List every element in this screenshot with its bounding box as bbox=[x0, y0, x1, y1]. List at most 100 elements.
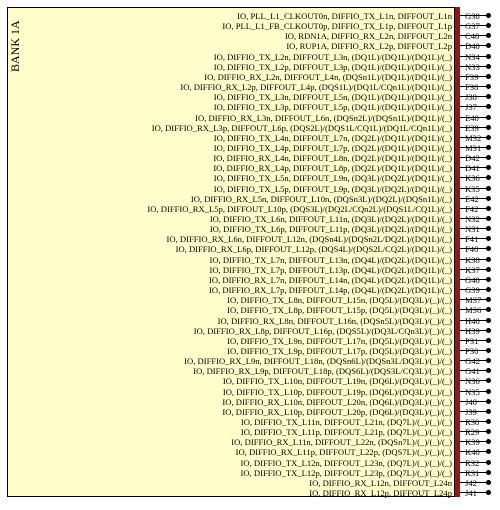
pin-signal-label: IO, DIFFIO_RX_L11p, DIFFOUT_L22p, (DQS7L… bbox=[235, 447, 452, 458]
pin-signal-label: IO, DIFFIO_RX_L7n, DIFFOUT_L14n, (DQ4L)/… bbox=[209, 274, 452, 285]
pin-terminal-dot bbox=[486, 114, 491, 120]
pin-row: IO, DIFFIO_TX_L3p, DIFFOUT_L5p, (DQ1L)/(… bbox=[0, 102, 500, 112]
pin-signal-label: IO, RUP1A, DIFFIO_RX_L2p, DIFFOUT_L2p bbox=[286, 41, 452, 52]
pin-terminal-dot bbox=[486, 408, 491, 414]
pin-lead-line bbox=[460, 238, 489, 240]
pin-number-label: J40 bbox=[465, 396, 477, 407]
pin-terminal-dot bbox=[486, 419, 491, 424]
pin-lead-line bbox=[460, 45, 489, 47]
pin-signal-label: IO, DIFFIO_RX_L4p, DIFFOUT_L8p, (DQ2L)/(… bbox=[213, 163, 452, 174]
pin-terminal-dot bbox=[486, 398, 491, 404]
pin-lead-line bbox=[460, 75, 489, 77]
pin-signal-label: IO, RDN1A, DIFFIO_RX_L2n, DIFFOUT_L2n bbox=[284, 31, 452, 42]
pin-lead-line bbox=[460, 207, 489, 209]
pin-terminal-dot bbox=[486, 226, 491, 232]
pin-row: IO, DIFFIO_RX_L2n, DIFFOUT_L4n, (DQSn1L)… bbox=[0, 72, 500, 82]
pin-lead-line bbox=[460, 35, 489, 37]
pin-signal-label: IO, DIFFIO_RX_L8p, DIFFOUT_L16p, (DQS5L)… bbox=[193, 325, 452, 336]
pin-number-label: N34 bbox=[465, 51, 480, 62]
pin-signal-label: IO, DIFFIO_TX_L10n, DIFFOUT_L19n, (DQ6L)… bbox=[222, 376, 452, 387]
pin-row: IO, DIFFIO_TX_L5p, DIFFOUT_L9p, (DQ3L)/(… bbox=[0, 184, 500, 194]
pin-lead-line bbox=[460, 329, 489, 331]
pin-terminal-dot bbox=[486, 337, 491, 343]
pin-row: IO, DIFFIO_RX_L10n, DIFFOUT_L20n, (DQ6L)… bbox=[0, 397, 500, 407]
pin-row: IO, RDN1A, DIFFIO_RX_L2n, DIFFOUT_L2n C40 bbox=[0, 31, 500, 41]
pin-number-label: M31 bbox=[465, 142, 482, 153]
pin-terminal-dot bbox=[486, 388, 491, 394]
pin-number-label: F38 bbox=[465, 82, 479, 93]
pin-number-label: K40 bbox=[465, 447, 480, 458]
pin-row: IO, DIFFIO_RX_L9p, DIFFOUT_L18p, (DQS6L)… bbox=[0, 366, 500, 376]
pin-terminal-dot bbox=[486, 155, 491, 161]
pin-terminal-dot bbox=[486, 378, 491, 384]
pin-terminal-dot bbox=[486, 327, 491, 333]
pin-terminal-dot bbox=[486, 449, 491, 455]
pin-signal-label: IO, DIFFIO_RX_L6n, DIFFOUT_L12n, (DQSn4L… bbox=[166, 234, 452, 245]
pin-lead-line bbox=[460, 228, 489, 230]
pin-row: IO, DIFFIO_RX_L3n, DIFFOUT_L6n, (DQSn2L)… bbox=[0, 113, 500, 123]
pin-terminal-dot bbox=[486, 205, 491, 211]
pin-row: IO, DIFFIO_RX_L4p, DIFFOUT_L8p, (DQ2L)/(… bbox=[0, 163, 500, 173]
pin-number-label: R29 bbox=[465, 427, 480, 438]
pin-signal-label: IO, DIFFIO_TX_L2p, DIFFOUT_L3p, (DQ1L)/(… bbox=[213, 61, 452, 72]
pin-signal-label: IO, DIFFIO_RX_L12p, DIFFOUT_L24p bbox=[309, 488, 452, 499]
pin-lead-line bbox=[460, 126, 489, 128]
pin-signal-label: IO, DIFFIO_TX_L3n, DIFFOUT_L5n, (DQ1L)/(… bbox=[213, 92, 452, 103]
pin-number-label: F40 bbox=[465, 244, 479, 255]
pin-row: IO, PLL_L1_FB_CLKOUT0p, DIFFIO_TX_L1p, D… bbox=[0, 21, 500, 31]
pin-signal-label: IO, DIFFIO_TX_L9n, DIFFOUT_L17n, (DQ5L)/… bbox=[227, 335, 452, 346]
pin-terminal-dot bbox=[486, 84, 491, 90]
pin-lead-line bbox=[460, 421, 489, 422]
pin-lead-line bbox=[460, 441, 489, 443]
pin-number-label: N33 bbox=[465, 61, 480, 72]
pin-terminal-dot bbox=[486, 175, 491, 181]
pin-terminal-dot bbox=[486, 479, 491, 485]
pin-number-label: D42 bbox=[465, 153, 480, 164]
pin-lead-line bbox=[460, 218, 489, 219]
pin-number-label: D40 bbox=[465, 41, 480, 52]
pin-number-label: F41 bbox=[465, 234, 479, 245]
pin-terminal-dot bbox=[486, 144, 491, 150]
pin-terminal-dot bbox=[486, 73, 491, 79]
pin-signal-label: IO, DIFFIO_RX_L3p, DIFFOUT_L6p, (DQS2L)/… bbox=[151, 122, 452, 133]
pin-signal-label: IO, DIFFIO_TX_L4n, DIFFOUT_L7n, (DQ2L)/(… bbox=[213, 132, 452, 143]
pin-row: IO, DIFFIO_RX_L3p, DIFFOUT_L6p, (DQS2L)/… bbox=[0, 123, 500, 133]
pin-terminal-dot bbox=[486, 134, 491, 140]
pin-number-label: G38 bbox=[465, 11, 480, 21]
pin-row: IO, DIFFIO_RX_L11p, DIFFOUT_L22p, (DQS7L… bbox=[0, 447, 500, 457]
pin-terminal-dot bbox=[486, 469, 491, 475]
pin-row: IO, DIFFIO_TX_L4p, DIFFOUT_L7p, (DQ2L)/(… bbox=[0, 143, 500, 153]
pin-lead-line bbox=[460, 96, 489, 98]
pin-signal-label: IO, DIFFIO_RX_L8n, DIFFOUT_L16n, (DQSn5L… bbox=[217, 315, 452, 326]
pin-lead-line bbox=[460, 380, 489, 382]
pin-terminal-dot bbox=[486, 246, 491, 252]
pin-row: IO, DIFFIO_TX_L7n, DIFFOUT_L13n, (DQ4L)/… bbox=[0, 255, 500, 265]
pin-row: IO, DIFFIO_RX_L9n, DIFFOUT_L18n, (DQSn6L… bbox=[0, 356, 500, 366]
pin-terminal-dot bbox=[486, 347, 491, 353]
pin-row: IO, DIFFIO_RX_L2p, DIFFOUT_L4p, (DQS1L)/… bbox=[0, 82, 500, 92]
pin-terminal-dot bbox=[486, 287, 491, 293]
pin-signal-label: IO, DIFFIO_RX_L5p, DIFFOUT_L10p, (DQS3L)… bbox=[147, 203, 452, 214]
pin-signal-label: IO, DIFFIO_RX_L7p, DIFFOUT_L14p, (DQ4L)/… bbox=[209, 285, 452, 296]
pin-number-label: R31 bbox=[465, 467, 480, 478]
pin-terminal-dot bbox=[486, 195, 491, 201]
pin-row: IO, DIFFIO_TX_L2n, DIFFOUT_L3n, (DQ1L)/(… bbox=[0, 52, 500, 62]
pin-row: IO, DIFFIO_TX_L2p, DIFFOUT_L3p, (DQ1L)/(… bbox=[0, 62, 500, 72]
pin-lead-line bbox=[460, 106, 489, 108]
pin-row: IO, RUP1A, DIFFIO_RX_L2p, DIFFOUT_L2p D40 bbox=[0, 41, 500, 51]
pin-lead-line bbox=[460, 360, 489, 362]
pin-terminal-dot bbox=[486, 43, 491, 49]
pin-number-label: C40 bbox=[465, 31, 480, 42]
pin-bar bbox=[455, 7, 460, 497]
pin-lead-line bbox=[460, 55, 489, 57]
pin-number-label: J41 bbox=[465, 488, 477, 499]
pin-terminal-dot bbox=[486, 33, 491, 39]
pin-number-label: K39 bbox=[465, 437, 480, 448]
pin-signal-label: IO, DIFFIO_TX_L12n, DIFFOUT_L23n, (DQ7L)… bbox=[240, 457, 452, 468]
pin-signal-label: IO, DIFFIO_TX_L10p, DIFFOUT_L19p, (DQ6L)… bbox=[222, 386, 452, 397]
pin-signal-label: IO, DIFFIO_RX_L2n, DIFFOUT_L4n, (DQSn1L)… bbox=[204, 71, 452, 82]
pin-number-label: K36 bbox=[465, 173, 480, 184]
pin-terminal-dot bbox=[486, 94, 491, 100]
pin-lead-line bbox=[460, 167, 489, 169]
pin-signal-label: IO, DIFFIO_TX_L6p, DIFFOUT_L11p, (DQ3L)/… bbox=[209, 224, 452, 235]
